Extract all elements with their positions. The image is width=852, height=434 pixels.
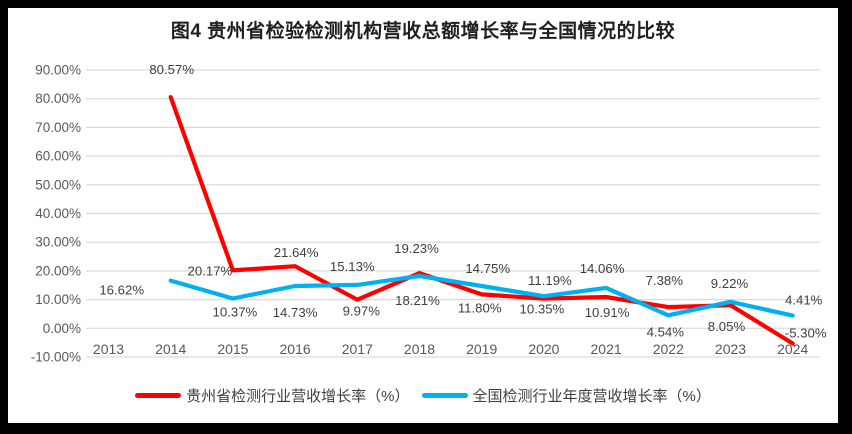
legend-line-red-icon bbox=[135, 393, 182, 398]
y-axis-tick-label: 10.00% bbox=[35, 292, 81, 307]
x-axis-tick-label: 2021 bbox=[591, 341, 622, 357]
data-label: 19.23% bbox=[394, 241, 439, 256]
x-axis-tick-label: 2017 bbox=[342, 341, 373, 357]
data-label: 9.97% bbox=[343, 304, 381, 319]
data-label: -5.30% bbox=[785, 326, 827, 341]
y-axis-tick-label: 90.00% bbox=[35, 63, 81, 78]
legend-item-national: 全国检测行业年度营收增长率（%） bbox=[421, 385, 711, 406]
y-axis-tick-label: 80.00% bbox=[35, 91, 81, 106]
data-label: 4.41% bbox=[785, 293, 823, 308]
x-axis-tick-label: 2013 bbox=[93, 341, 124, 357]
chart-canvas: 图4 贵州省检验检测机构营收总额增长率与全国情况的比较 90.00% 80.00%… bbox=[8, 8, 838, 423]
x-axis-tick-label: 2022 bbox=[653, 341, 684, 357]
data-label: 14.73% bbox=[273, 305, 318, 320]
data-label: 80.57% bbox=[149, 62, 194, 77]
data-label: 15.13% bbox=[330, 259, 375, 274]
x-axis-tick-label: 2023 bbox=[715, 341, 746, 357]
x-axis-tick-label: 2020 bbox=[528, 341, 559, 357]
legend-label-national: 全国检测行业年度营收增长率（%） bbox=[472, 388, 711, 405]
x-axis-tick-label: 2019 bbox=[466, 341, 497, 357]
data-label: 14.75% bbox=[465, 261, 510, 276]
legend-label-guizhou: 贵州省检测行业营收增长率（%） bbox=[186, 388, 410, 405]
data-label: 4.54% bbox=[647, 324, 685, 339]
legend-line-blue-icon bbox=[421, 393, 468, 398]
data-label: 11.80% bbox=[458, 300, 502, 315]
y-axis-tick-label: 60.00% bbox=[35, 149, 81, 164]
x-axis-tick-label: 2015 bbox=[217, 341, 248, 357]
data-label: 10.37% bbox=[213, 305, 258, 320]
x-axis: 2013 2014 2015 2016 2017 2018 2019 2020 2021 2022… bbox=[93, 341, 809, 357]
y-axis-tick-label: 20.00% bbox=[35, 263, 81, 278]
series-line-0 bbox=[168, 94, 795, 346]
x-axis-tick-label: 2024 bbox=[777, 341, 808, 357]
x-axis-tick-label: 2014 bbox=[155, 341, 186, 357]
data-label: 10.35% bbox=[520, 302, 565, 317]
data-label: 21.64% bbox=[274, 245, 319, 260]
chart-legend: 贵州省检测行业营收增长率（%） 全国检测行业年度营收增长率（%） bbox=[8, 385, 838, 406]
data-label: 20.17% bbox=[188, 263, 233, 278]
y-axis-tick-label: 30.00% bbox=[35, 235, 81, 250]
y-axis-tick-label: -10.00% bbox=[31, 350, 81, 365]
chart-svg: 90.00% 80.00% 70.00% 60.00% 50.00% 40.00% 30.0… bbox=[31, 62, 827, 365]
y-axis-tick-label: 70.00% bbox=[35, 120, 81, 135]
y-axis-tick-label: 0.00% bbox=[43, 321, 81, 336]
data-label: 10.91% bbox=[585, 305, 630, 320]
series-line-1 bbox=[168, 273, 795, 318]
y-axis: 90.00% 80.00% 70.00% 60.00% 50.00% 40.00% 30.0… bbox=[31, 63, 81, 365]
legend-item-guizhou: 贵州省检测行业营收增长率（%） bbox=[135, 385, 410, 406]
data-label: 18.21% bbox=[395, 293, 440, 308]
data-label: 16.62% bbox=[99, 283, 144, 298]
data-label: 9.22% bbox=[711, 276, 749, 291]
x-axis-tick-label: 2016 bbox=[280, 341, 311, 357]
data-label: 11.19% bbox=[528, 273, 572, 288]
y-axis-tick-label: 50.00% bbox=[35, 177, 81, 192]
y-axis-tick-label: 40.00% bbox=[35, 206, 81, 221]
data-label: 8.05% bbox=[708, 319, 746, 334]
data-label: 7.38% bbox=[646, 273, 684, 288]
x-axis-tick-label: 2018 bbox=[404, 341, 435, 357]
gridlines bbox=[86, 69, 820, 358]
chart-title: 图4 贵州省检验检测机构营收总额增长率与全国情况的比较 bbox=[170, 21, 676, 42]
data-label: 14.06% bbox=[580, 261, 625, 276]
